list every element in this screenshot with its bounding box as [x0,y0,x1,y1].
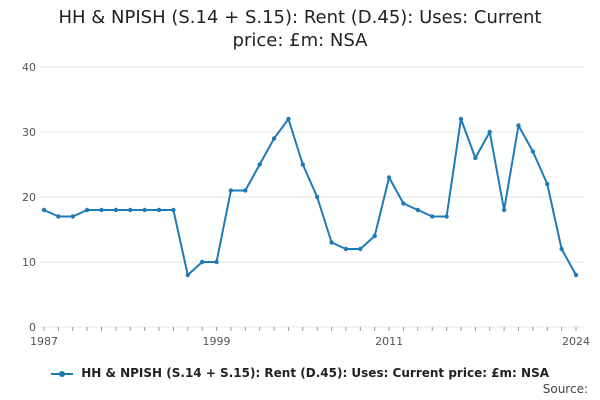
data-point[interactable] [372,233,377,239]
data-point[interactable] [185,272,190,278]
source-label: Source: [542,382,588,396]
data-point[interactable] [314,194,320,200]
data-point[interactable] [501,207,507,213]
data-point[interactable] [559,246,564,252]
chart-title: HH & NPISH (S.14 + S.15): Rent (D.45): U… [0,6,600,52]
data-point[interactable] [415,207,421,213]
data-point[interactable] [545,181,550,187]
series-line [43,118,577,276]
data-point[interactable] [473,155,478,161]
data-point[interactable] [171,207,176,213]
chart-title-line-2: price: £m: NSA [232,30,368,51]
data-point[interactable] [99,207,104,213]
y-tick-label: 40 [22,61,36,74]
data-point[interactable] [343,246,349,252]
data-point[interactable] [214,259,219,265]
data-point[interactable] [41,207,47,213]
data-point[interactable] [300,162,306,167]
data-point[interactable] [271,136,277,141]
x-axis: 1987 1999 2011 2024 [30,326,590,348]
data-point[interactable] [113,207,119,213]
data-point[interactable] [458,116,464,122]
data-point[interactable] [516,123,521,128]
data-point[interactable] [444,214,449,219]
data-point[interactable] [56,214,61,219]
legend: HH & NPISH (S.14 + S.15): Rent (D.45): U… [0,366,600,380]
data-point[interactable] [142,207,147,213]
data-point[interactable] [156,207,162,213]
data-point[interactable] [430,214,435,219]
data-point[interactable] [70,214,75,219]
data-point[interactable] [243,188,248,193]
data-point[interactable] [228,188,234,193]
y-tick-label: 20 [22,191,36,204]
data-point[interactable] [286,116,291,122]
y-tick-label: 0 [29,321,36,334]
data-point[interactable] [329,240,334,245]
data-point[interactable] [573,272,579,278]
y-axis-tick-labels: 0 10 20 30 40 [22,61,36,334]
x-tick-label: 2011 [375,335,403,348]
x-tick-label: 1999 [203,335,231,348]
legend-label: HH & NPISH (S.14 + S.15): Rent (D.45): U… [81,366,549,380]
y-tick-label: 10 [22,256,36,269]
data-point[interactable] [401,201,406,206]
x-tick-label: 2024 [562,335,590,348]
data-point[interactable] [128,207,133,213]
gridlines [40,66,584,263]
data-point[interactable] [84,207,90,213]
data-point[interactable] [257,162,262,167]
y-tick-label: 30 [22,126,36,139]
chart-title-line-1: HH & NPISH (S.14 + S.15): Rent (D.45): U… [58,7,542,28]
legend-swatch-icon [51,368,73,380]
series-group [41,116,579,278]
data-point[interactable] [530,149,536,154]
data-point[interactable] [358,246,363,252]
x-tick-label: 1987 [30,335,58,348]
data-point[interactable] [199,259,205,265]
data-point[interactable] [386,175,392,180]
data-point[interactable] [487,129,492,135]
